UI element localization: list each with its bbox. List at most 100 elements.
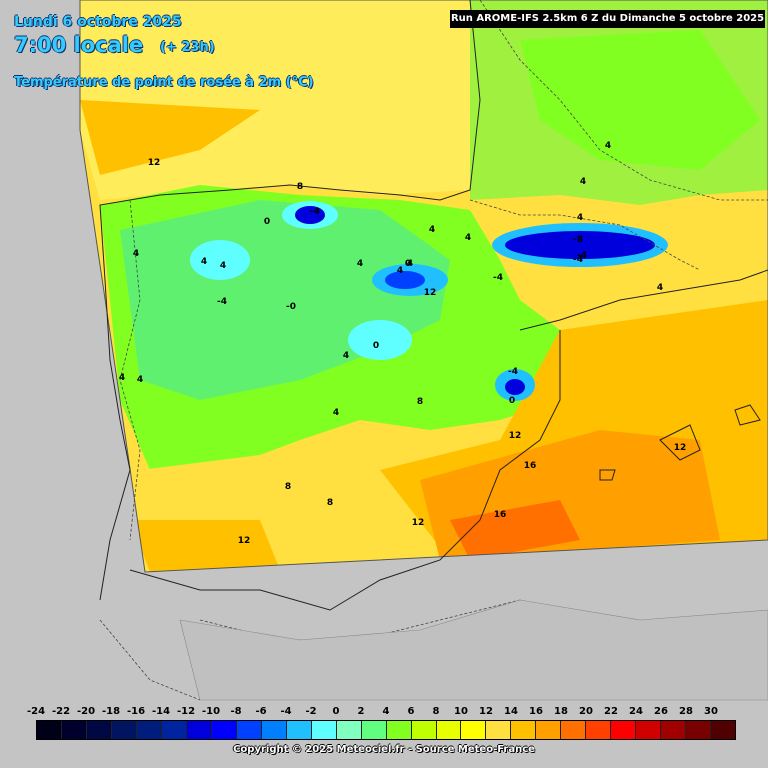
contour-label: -8 <box>573 235 583 245</box>
model-domain-border <box>79 0 768 573</box>
legend-swatch <box>136 721 162 739</box>
legend-tick-label: 30 <box>704 706 718 717</box>
legend-swatch <box>386 721 412 739</box>
legend-tick-label: 22 <box>604 706 618 717</box>
color-scale-legend <box>36 720 736 740</box>
legend-tick-label: 24 <box>629 706 643 717</box>
legend-swatch <box>536 721 562 739</box>
contour-label: -4 <box>573 255 583 265</box>
contour-label: 4 <box>407 259 413 269</box>
contour-label: 4 <box>657 283 663 293</box>
legend-swatch <box>586 721 612 739</box>
contour-label: 16 <box>494 510 507 520</box>
legend-swatch <box>261 721 287 739</box>
contour-label: 0 <box>373 341 379 351</box>
legend-swatch <box>86 721 112 739</box>
north-africa-land <box>179 599 768 701</box>
legend-tick-label: 12 <box>479 706 493 717</box>
legend-tick-label: -4 <box>280 706 292 717</box>
legend-tick-label: -10 <box>201 706 221 717</box>
contour-label: 8 <box>297 182 303 192</box>
contour-label: -4 <box>310 207 320 217</box>
contour-label: -4 <box>508 367 518 377</box>
contour-label: 8 <box>285 482 291 492</box>
forecast-lead-time: (+ 23h) <box>160 40 215 55</box>
legend-swatch <box>561 721 587 739</box>
legend-tick-label: 26 <box>654 706 668 717</box>
legend-tick-label: 8 <box>432 706 440 717</box>
legend-tick-label: 4 <box>382 706 390 717</box>
contour-label: 4 <box>133 249 139 259</box>
legend-swatch <box>411 721 437 739</box>
copyright-text: Copyright © 2025 Meteociel.fr - Source M… <box>233 744 535 755</box>
legend-swatch <box>361 721 387 739</box>
legend-swatch <box>511 721 537 739</box>
legend-swatch <box>336 721 362 739</box>
legend-swatch <box>436 721 462 739</box>
legend-swatch <box>711 721 736 739</box>
legend-tick-labels: -24 -22 -20 -18 -16 -14 -12 -10 -8 -6 -4 -2 0 2 4 6 8 10 1… <box>27 706 736 718</box>
legend-swatch <box>686 721 712 739</box>
legend-tick-label: 18 <box>554 706 568 717</box>
legend-tick-label: 2 <box>357 706 365 717</box>
legend-swatch <box>611 721 637 739</box>
contour-label: 4 <box>201 257 207 267</box>
contour-label: 8 <box>417 397 423 407</box>
legend-swatch <box>286 721 312 739</box>
legend-swatch <box>311 721 337 739</box>
legend-tick-label: 6 <box>407 706 415 717</box>
legend-tick-label: -16 <box>126 706 146 717</box>
legend-swatch <box>186 721 212 739</box>
contour-label: 4 <box>605 141 611 151</box>
legend-swatch <box>61 721 87 739</box>
contour-label: 0 <box>405 259 411 269</box>
contour-label: 4 <box>137 375 143 385</box>
legend-tick-label: 10 <box>454 706 468 717</box>
contour-label: -4 <box>217 297 227 307</box>
coastlines <box>99 0 768 611</box>
contour-label: 0 <box>264 217 270 227</box>
legend-swatch <box>211 721 237 739</box>
contour-label: 4 <box>357 259 363 269</box>
contour-label: -0 <box>286 302 296 312</box>
legend-tick-label: -18 <box>101 706 121 717</box>
legend-swatch <box>461 721 487 739</box>
forecast-time: 7:00 locale <box>14 33 144 57</box>
legend-swatch <box>161 721 187 739</box>
legend-tick-label: -12 <box>176 706 196 717</box>
legend-tick-label: 28 <box>679 706 693 717</box>
legend-tick-label: 20 <box>579 706 593 717</box>
contour-label: 4 <box>465 233 471 243</box>
contour-label: 4 <box>580 177 586 187</box>
contour-label: 12 <box>412 518 425 528</box>
contour-label: 4 <box>333 408 339 418</box>
legend-swatch <box>236 721 262 739</box>
legend-tick-label: -14 <box>151 706 171 717</box>
run-info-banner: Run AROME-IFS 2.5km 6 Z du Dimanche 5 oc… <box>450 10 765 28</box>
legend-tick-label: -20 <box>76 706 96 717</box>
legend-tick-label: 0 <box>332 706 340 717</box>
legend-tick-label: -6 <box>255 706 267 717</box>
contour-label: 4 <box>429 225 435 235</box>
contour-label: 12 <box>148 158 161 168</box>
contour-label: 12 <box>674 443 687 453</box>
legend-swatch <box>37 721 62 739</box>
contour-label: 4 <box>119 373 125 383</box>
legend-tick-label: -24 <box>26 706 46 717</box>
legend-swatch <box>486 721 512 739</box>
contour-label: 0 <box>509 396 515 406</box>
legend-tick-label: -2 <box>305 706 317 717</box>
legend-swatch <box>636 721 662 739</box>
legend-tick-label: 14 <box>504 706 518 717</box>
contour-label: 4 <box>577 213 583 223</box>
contour-label: 4 <box>343 351 349 361</box>
legend-tick-label: -22 <box>51 706 71 717</box>
contour-label: 16 <box>524 461 537 471</box>
contour-label: 4 <box>220 261 226 271</box>
contour-label: -4 <box>493 273 503 283</box>
legend-tick-label: -8 <box>230 706 242 717</box>
legend-swatch <box>661 721 687 739</box>
parameter-title: Température de point de rosée à 2m (°C) <box>14 75 314 90</box>
